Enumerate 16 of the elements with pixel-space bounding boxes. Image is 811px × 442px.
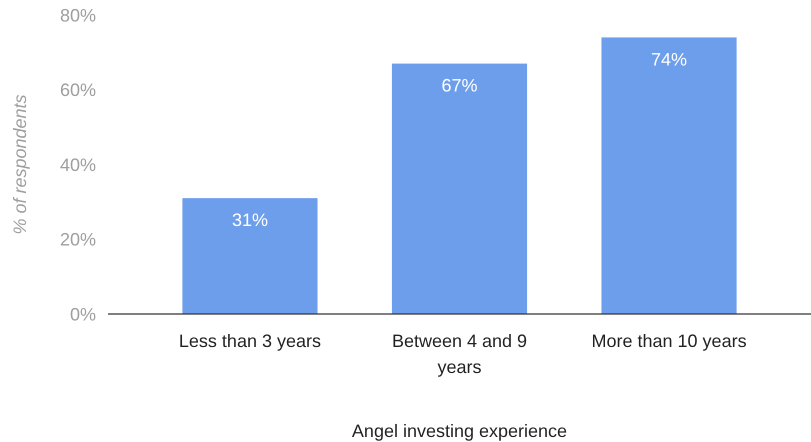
x-tick-label: More than 10 years xyxy=(591,331,747,351)
y-tick-label: 60% xyxy=(60,80,96,100)
y-tick-label: 40% xyxy=(60,154,96,175)
y-tick-label: 20% xyxy=(60,230,96,250)
y-tick-label: 80% xyxy=(60,5,96,26)
bar xyxy=(392,64,528,314)
x-tick-label: Between 4 and 9 years xyxy=(392,331,528,377)
y-tick-label: 0% xyxy=(70,304,96,324)
x-axis-title: Angel investing experience xyxy=(352,421,568,441)
bar xyxy=(182,198,318,314)
y-axis-title: % of respondents xyxy=(10,94,30,235)
bar xyxy=(601,37,737,314)
data-label: 67% xyxy=(441,76,478,96)
data-label: 74% xyxy=(651,49,688,70)
data-label: 31% xyxy=(232,210,268,230)
x-tick-label: Less than 3 years xyxy=(178,331,322,351)
